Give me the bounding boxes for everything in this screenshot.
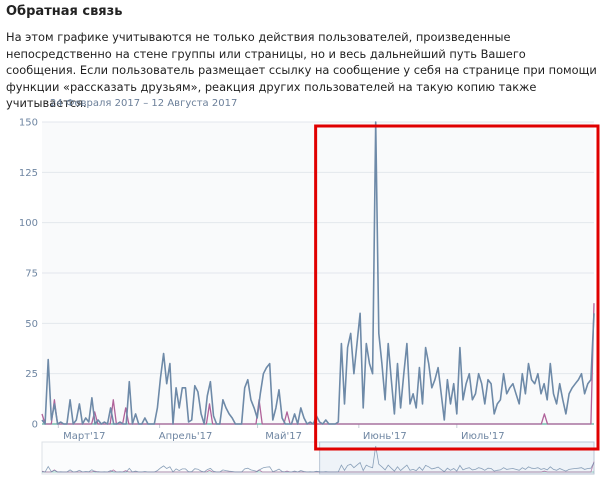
- y-tick-label: 25: [25, 369, 38, 380]
- series-line-pink: [41, 303, 595, 425]
- date-range-label: 24 Февраля 2017 – 12 Августа 2017: [50, 98, 238, 109]
- y-tick-label: 125: [19, 168, 38, 179]
- y-tick-label: 75: [25, 269, 38, 280]
- navigator-line-pink: [41, 461, 595, 473]
- x-tick-label: Март'17: [63, 431, 105, 442]
- x-tick-label: Май'17: [265, 431, 302, 442]
- navigator-line-main: [41, 445, 595, 473]
- x-tick-label: Июль'17: [461, 431, 505, 442]
- section-description: На этом графике учитываются не только де…: [6, 30, 597, 110]
- y-tick-label: 100: [19, 218, 38, 229]
- y-tick-label: 150: [19, 118, 38, 129]
- x-tick-label: Июнь'17: [363, 431, 407, 442]
- y-tick-label: 50: [25, 319, 38, 330]
- highlight-box: [314, 124, 600, 451]
- x-tick-label: Апрель'17: [159, 431, 213, 442]
- section-title: Обратная связь: [6, 4, 123, 19]
- y-tick-label: 0: [32, 420, 38, 431]
- series-line-main: [41, 121, 595, 425]
